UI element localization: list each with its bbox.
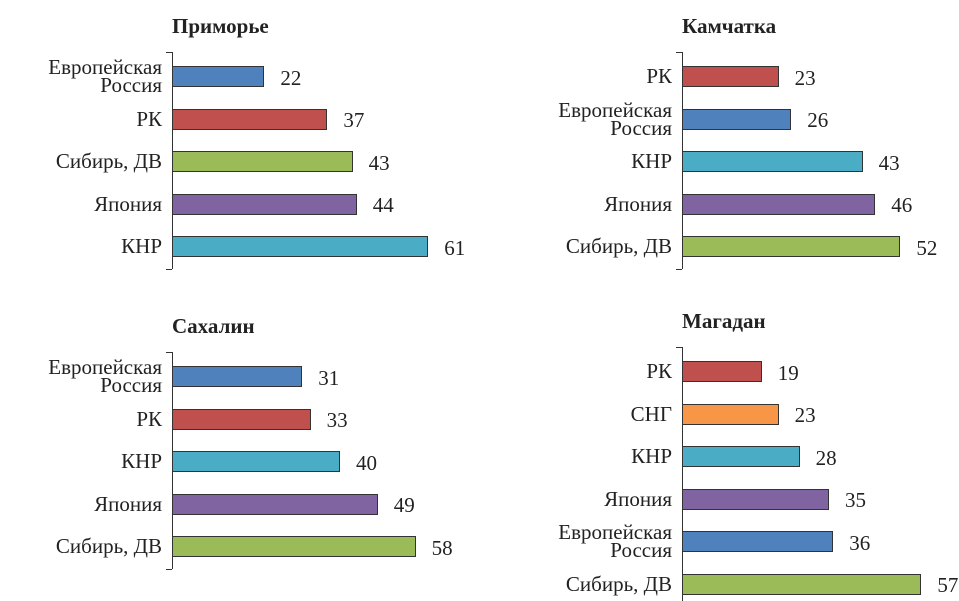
axis-tick — [166, 268, 172, 270]
value-label: 36 — [849, 530, 871, 555]
chart-title: Камчатка — [682, 14, 777, 38]
bar — [682, 446, 800, 467]
category-label: РК — [136, 106, 162, 131]
category-label: КНР — [631, 444, 672, 468]
chart-title: Сахалин — [172, 314, 255, 338]
value-label: 46 — [891, 193, 913, 217]
bar — [172, 151, 353, 172]
chart-title: Приморье — [172, 14, 269, 38]
bar — [172, 493, 378, 515]
value-label: 22 — [280, 65, 302, 90]
value-label: 23 — [794, 65, 816, 90]
bar — [682, 151, 863, 172]
bar — [682, 488, 829, 510]
bar — [172, 236, 429, 257]
value-label: 35 — [845, 488, 866, 512]
category-label: Япония — [604, 191, 672, 216]
axis-line — [682, 347, 683, 601]
category-label: КНР — [121, 234, 162, 258]
value-label: 52 — [916, 235, 938, 260]
category-label: Сибирь, ДВ — [55, 149, 162, 173]
value-label: 43 — [878, 150, 900, 175]
bar — [172, 408, 311, 430]
category-label: Япония — [94, 191, 162, 216]
value-label: 33 — [326, 408, 348, 432]
value-label: 40 — [356, 450, 377, 475]
chart-title: Магадан — [682, 309, 766, 333]
bar — [172, 366, 303, 387]
bar — [682, 108, 792, 130]
axis-tick — [166, 568, 172, 570]
category-label: Европейская Россия — [558, 520, 672, 562]
category-label: Европейская Россия — [48, 55, 162, 97]
bar — [172, 66, 265, 87]
bar — [682, 361, 762, 382]
bar — [172, 108, 328, 130]
axis-tick — [676, 347, 682, 348]
bar — [682, 193, 876, 215]
axis-tick — [676, 52, 682, 53]
value-label: 57 — [937, 573, 959, 597]
value-label: 19 — [777, 360, 799, 385]
category-label: Япония — [94, 491, 162, 516]
category-label: КНР — [121, 449, 162, 473]
bar — [682, 403, 779, 425]
category-label: Япония — [604, 486, 672, 511]
bar — [682, 531, 834, 552]
value-label: 26 — [807, 108, 829, 132]
value-label: 49 — [393, 493, 415, 517]
category-label: Сибирь, ДВ — [565, 234, 672, 258]
value-label: 28 — [815, 445, 837, 470]
category-label: РК — [646, 359, 672, 383]
value-label: 37 — [343, 108, 365, 132]
category-label: РК — [136, 406, 162, 431]
value-label: 23 — [794, 403, 816, 427]
category-label: Сибирь, ДВ — [565, 571, 672, 596]
category-label: СНГ — [630, 401, 672, 426]
category-label: КНР — [631, 149, 672, 173]
bar — [682, 236, 901, 257]
axis-tick — [166, 352, 172, 353]
bar — [682, 66, 779, 87]
bar — [682, 573, 922, 595]
axis-tick — [166, 52, 172, 53]
value-label: 31 — [318, 365, 340, 390]
category-label: Сибирь, ДВ — [55, 534, 162, 558]
bar — [172, 451, 340, 472]
bar — [172, 536, 416, 557]
value-label: 58 — [431, 535, 453, 560]
bar — [172, 193, 357, 215]
axis-tick — [676, 268, 682, 270]
category-label: РК — [646, 64, 672, 88]
value-label: 44 — [372, 193, 394, 217]
value-label: 61 — [444, 235, 466, 260]
category-label: Европейская Россия — [558, 97, 672, 140]
value-label: 43 — [368, 150, 390, 175]
category-label: Европейская Россия — [48, 355, 162, 397]
